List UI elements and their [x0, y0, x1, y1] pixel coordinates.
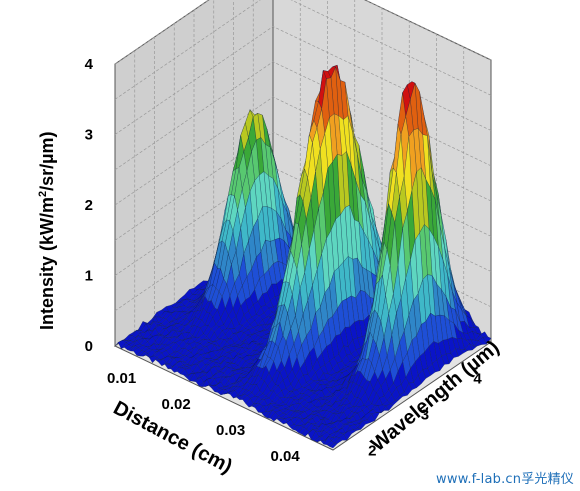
- z-tick-label: 1: [85, 268, 93, 285]
- z-tick-label: 0: [85, 338, 93, 355]
- z-tick-label: 3: [85, 127, 93, 144]
- y-tick-label: 3: [421, 407, 429, 424]
- z-axis-title: Intensity (kW/m2/sr/µm): [37, 131, 57, 330]
- x-tick-label: 0.04: [271, 448, 301, 465]
- z-tick-label: 2: [85, 197, 93, 214]
- y-tick-label: 2: [368, 443, 376, 460]
- surface-plot: [114, 64, 492, 449]
- watermark-text: www.f-lab.cn孚光精仪: [436, 472, 574, 487]
- z-tick-label: 4: [85, 56, 94, 73]
- wall-grid-line: [114, 0, 492, 65]
- wall-grid-line: [114, 0, 492, 100]
- x-tick-label: 0.03: [216, 422, 245, 439]
- x-tick-label: 0.01: [107, 370, 136, 387]
- axis-ticks: 0 1 2 3 4 0.01 0.02 0.03 0.04 2 3 4: [85, 56, 483, 465]
- x-tick-label: 0.02: [162, 396, 191, 413]
- y-tick-label: 4: [473, 371, 482, 388]
- surface-cell: [329, 442, 338, 449]
